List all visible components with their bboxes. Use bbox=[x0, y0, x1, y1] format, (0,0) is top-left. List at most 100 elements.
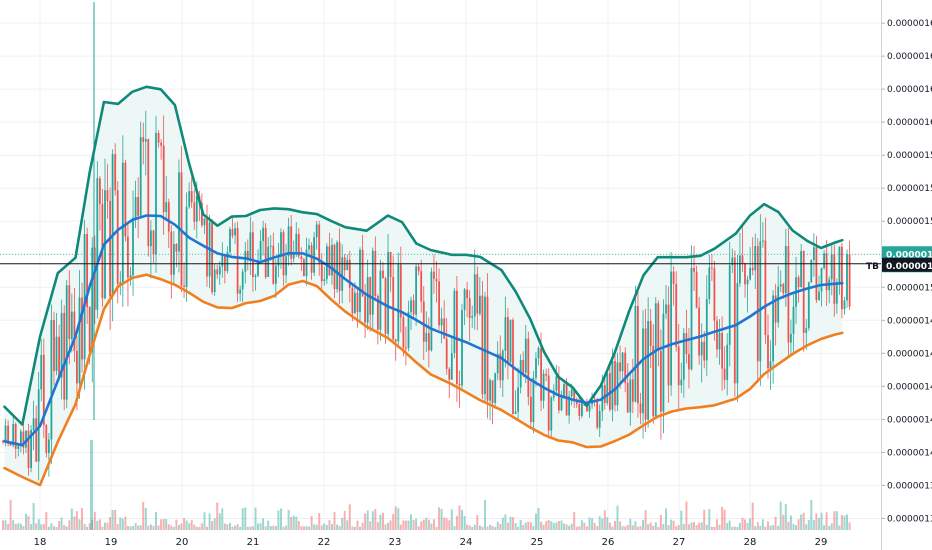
volume-bar bbox=[328, 520, 331, 530]
candle-body bbox=[486, 296, 489, 401]
volume-bar bbox=[491, 526, 494, 530]
candle-body bbox=[496, 353, 499, 374]
volume-bar bbox=[338, 526, 341, 530]
candle-body bbox=[328, 246, 331, 276]
candle-body bbox=[173, 244, 175, 275]
volume-bar bbox=[570, 523, 573, 530]
volume-bar bbox=[121, 518, 124, 530]
candle-body bbox=[170, 231, 173, 275]
time-scale[interactable]: 18 19 20 21 22 23 24 25 26 27 28 29 bbox=[34, 537, 828, 548]
volume-bar bbox=[394, 506, 397, 530]
volume-bar bbox=[399, 524, 402, 530]
candle-body bbox=[420, 271, 423, 302]
candle-body bbox=[621, 352, 624, 372]
candle-body bbox=[507, 317, 509, 363]
candle-body bbox=[81, 297, 83, 360]
candle-body bbox=[320, 262, 323, 281]
candle-body bbox=[356, 292, 359, 312]
volume-bar bbox=[764, 526, 767, 530]
price-tick-label: 0.00000166 bbox=[887, 19, 932, 29]
volume-bar bbox=[17, 523, 20, 530]
candle-body bbox=[216, 269, 219, 275]
candle-body bbox=[450, 353, 453, 380]
volume-bar bbox=[356, 520, 359, 530]
candle-body bbox=[841, 246, 843, 310]
candle-body bbox=[649, 321, 652, 346]
candle-body bbox=[461, 310, 463, 386]
candle-body bbox=[42, 354, 45, 425]
candle-body bbox=[40, 354, 43, 390]
candle-body bbox=[825, 253, 828, 291]
candle-body bbox=[292, 251, 295, 259]
volume-bar bbox=[162, 519, 165, 530]
volume-bar bbox=[170, 525, 173, 530]
volume-bar bbox=[190, 520, 193, 530]
candle-body bbox=[351, 287, 354, 314]
candle-body bbox=[471, 316, 474, 318]
volume-bar bbox=[425, 517, 428, 530]
candle-body bbox=[124, 162, 127, 237]
volume-bar bbox=[213, 518, 216, 530]
volume-bar bbox=[129, 526, 132, 530]
volume-bar bbox=[795, 525, 797, 530]
volume-bar bbox=[501, 517, 504, 530]
volume-bar bbox=[642, 520, 644, 530]
volume-bar bbox=[438, 507, 441, 530]
volume-bar bbox=[53, 526, 55, 530]
candle-body bbox=[509, 319, 512, 363]
candle-body bbox=[723, 368, 726, 380]
volume-bar bbox=[652, 525, 655, 530]
candle-body bbox=[142, 137, 145, 142]
volume-bar bbox=[807, 520, 810, 530]
candle-body bbox=[642, 328, 644, 414]
volume-bar bbox=[236, 524, 239, 530]
candle-body bbox=[846, 254, 848, 301]
tb-value: 0.00000151 bbox=[886, 262, 932, 272]
candle-body bbox=[654, 303, 657, 417]
volume-bar bbox=[422, 519, 425, 530]
candle-body bbox=[479, 295, 481, 314]
candle-body bbox=[134, 197, 137, 218]
candle-body bbox=[665, 304, 667, 314]
candle-body bbox=[287, 226, 290, 257]
volume-bar bbox=[331, 524, 333, 530]
volume-bar bbox=[624, 526, 627, 530]
candle-body bbox=[234, 228, 236, 236]
candle-body bbox=[756, 246, 759, 362]
volume-bar bbox=[565, 524, 568, 530]
volume-bar bbox=[591, 518, 594, 530]
volume-bar bbox=[185, 520, 188, 530]
time-tick-label: 29 bbox=[815, 537, 828, 548]
volume-bar bbox=[473, 524, 476, 530]
time-tick-label: 28 bbox=[744, 537, 757, 548]
candle-body bbox=[721, 332, 723, 369]
volume-bar bbox=[578, 526, 581, 530]
tb-value-tag bbox=[882, 257, 932, 272]
volume-bar bbox=[246, 526, 249, 530]
volume-bar bbox=[626, 524, 629, 530]
candle-body bbox=[45, 424, 48, 454]
volume-bar bbox=[484, 500, 486, 530]
candle-body bbox=[229, 229, 231, 253]
volume-bar bbox=[555, 522, 558, 530]
candle-body bbox=[660, 351, 662, 412]
volume-bar bbox=[833, 511, 836, 530]
candle-body bbox=[297, 233, 300, 257]
volume-bar bbox=[644, 510, 647, 530]
price-tick-label: 0.00000144 bbox=[887, 382, 932, 392]
candle-body bbox=[183, 285, 185, 287]
candle-body bbox=[221, 254, 224, 267]
candle-body bbox=[193, 202, 196, 222]
candle-body bbox=[422, 301, 425, 342]
volume-bar bbox=[302, 526, 305, 530]
band-lines bbox=[3, 85, 844, 487]
volume-bar bbox=[682, 523, 685, 530]
candle-body bbox=[246, 251, 249, 260]
candle-body bbox=[777, 286, 780, 323]
candle-body bbox=[769, 361, 772, 369]
volume-bar bbox=[754, 526, 757, 530]
volume-bar bbox=[267, 520, 270, 530]
candle-body bbox=[99, 178, 101, 204]
candle-body bbox=[402, 317, 405, 348]
